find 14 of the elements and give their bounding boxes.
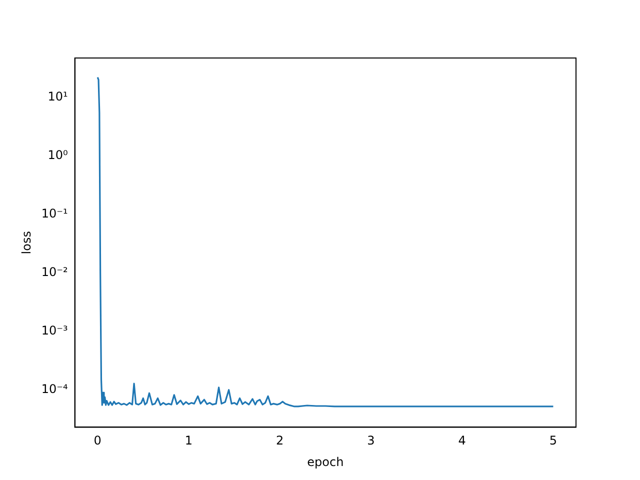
- x-tick-label: 5: [549, 434, 558, 448]
- y-tick-label: 10⁻¹: [41, 206, 68, 220]
- y-tick-label: 10⁻⁴: [41, 382, 68, 396]
- y-tick-label: 10¹: [48, 89, 68, 104]
- y-tick-label: 10⁻³: [41, 323, 68, 338]
- x-tick-label: 4: [458, 434, 466, 448]
- x-axis-title: epoch: [307, 454, 344, 469]
- x-tick-label: 2: [276, 434, 284, 448]
- y-tick-label: 10⁰: [48, 148, 68, 162]
- x-tick-label: 0: [94, 434, 102, 448]
- x-tick-label: 1: [184, 434, 193, 448]
- y-tick-label: 10⁻²: [41, 264, 68, 279]
- x-tick-label: 3: [367, 434, 375, 448]
- y-axis-title: loss: [19, 231, 34, 254]
